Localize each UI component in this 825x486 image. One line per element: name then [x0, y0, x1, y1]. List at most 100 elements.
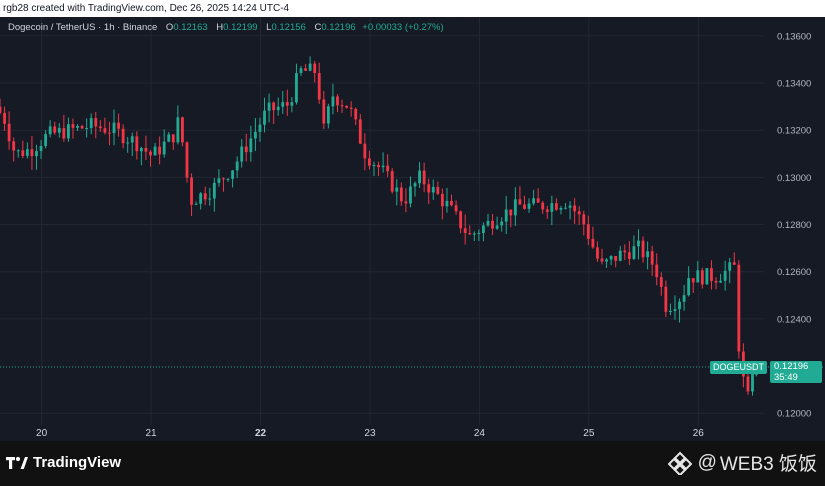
candle-body[interactable] — [723, 270, 727, 281]
candle-body[interactable] — [545, 209, 549, 212]
candle-body[interactable] — [340, 105, 344, 107]
candle-body[interactable] — [44, 134, 48, 147]
candle-body[interactable] — [431, 186, 435, 193]
candle-body[interactable] — [167, 134, 171, 142]
candle-body[interactable] — [203, 193, 207, 200]
candle-body[interactable] — [181, 117, 184, 143]
candle-body[interactable] — [541, 202, 545, 210]
candle-body[interactable] — [591, 238, 595, 248]
candle-body[interactable] — [281, 102, 285, 107]
candle-body[interactable] — [103, 128, 107, 133]
candle-body[interactable] — [263, 110, 266, 125]
candle-body[interactable] — [244, 146, 248, 153]
candle-body[interactable] — [395, 187, 399, 192]
time-axis[interactable]: 20 21 22 23 24 25 26 — [36, 428, 704, 439]
candle-body[interactable] — [336, 96, 339, 106]
candle-body[interactable] — [751, 372, 754, 392]
candle-body[interactable] — [144, 147, 148, 152]
candle-body[interactable] — [290, 102, 294, 106]
candle-body[interactable] — [577, 211, 581, 215]
candle-body[interactable] — [345, 105, 349, 108]
candle-body[interactable] — [700, 270, 704, 285]
candle-body[interactable] — [586, 224, 590, 239]
candle-body[interactable] — [418, 170, 421, 184]
candle-body[interactable] — [326, 106, 330, 124]
candle-body[interactable] — [399, 187, 403, 202]
candle-body[interactable] — [39, 146, 43, 152]
candle-body[interactable] — [349, 107, 353, 109]
candle-body[interactable] — [509, 209, 513, 216]
candle-body[interactable] — [135, 136, 139, 152]
candle-body[interactable] — [409, 186, 412, 204]
candle-body[interactable] — [504, 209, 508, 222]
candle-body[interactable] — [240, 146, 244, 162]
candle-body[interactable] — [413, 183, 417, 187]
candle-body[interactable] — [53, 126, 57, 133]
candle-body[interactable] — [596, 247, 599, 259]
candle-body[interactable] — [98, 126, 102, 129]
candle-body[interactable] — [641, 240, 645, 258]
candle-body[interactable] — [513, 199, 517, 216]
candle-body[interactable] — [171, 134, 175, 143]
candle-body[interactable] — [463, 228, 467, 233]
candle-body[interactable] — [139, 147, 143, 152]
candle-body[interactable] — [322, 99, 326, 124]
candle-body[interactable] — [235, 161, 239, 171]
candle-body[interactable] — [696, 270, 700, 283]
candle-body[interactable] — [710, 268, 713, 281]
candle-body[interactable] — [491, 220, 494, 229]
candle-body[interactable] — [527, 203, 531, 209]
candle-body[interactable] — [732, 262, 736, 265]
candle-body[interactable] — [231, 170, 235, 179]
candle-body[interactable] — [682, 295, 686, 302]
candle-body[interactable] — [85, 128, 89, 130]
price-axis[interactable]: 0.12000 0.12400 0.12600 0.12800 0.13000 0.132… — [777, 31, 811, 419]
candle-body[interactable] — [48, 126, 52, 135]
candle-body[interactable] — [659, 277, 663, 287]
candle-body[interactable] — [746, 376, 750, 392]
candle-body[interactable] — [76, 126, 79, 128]
candle-body[interactable] — [194, 203, 198, 205]
candle-body[interactable] — [518, 199, 522, 205]
candle-body[interactable] — [618, 250, 622, 261]
candle-body[interactable] — [454, 205, 458, 212]
candle-body[interactable] — [495, 225, 499, 229]
candle-body[interactable] — [299, 68, 303, 74]
candle-body[interactable] — [354, 108, 358, 120]
candle-body[interactable] — [678, 301, 681, 310]
candle-body[interactable] — [422, 170, 426, 185]
candle-body[interactable] — [655, 264, 659, 278]
candle-body[interactable] — [377, 164, 380, 168]
candle-body[interactable] — [3, 112, 6, 124]
candle-body[interactable] — [0, 106, 2, 113]
candle-body[interactable] — [35, 151, 38, 157]
candle-body[interactable] — [582, 214, 586, 225]
candle-body[interactable] — [669, 310, 672, 312]
candle-body[interactable] — [149, 151, 152, 156]
candle-body[interactable] — [30, 149, 34, 157]
candle-body[interactable] — [627, 252, 631, 259]
candle-body[interactable] — [176, 117, 180, 143]
candle-body[interactable] — [390, 171, 394, 192]
candle-body[interactable] — [632, 246, 636, 259]
candle-body[interactable] — [568, 205, 572, 208]
price-badge[interactable]: 0.12196 35:49 — [770, 361, 822, 383]
candle-body[interactable] — [212, 182, 216, 199]
candle-body[interactable] — [25, 149, 29, 156]
candle-body[interactable] — [249, 138, 253, 153]
candle-body[interactable] — [222, 178, 225, 180]
candle-body[interactable] — [304, 68, 307, 71]
candle-body[interactable] — [208, 198, 212, 200]
candle-body[interactable] — [486, 220, 490, 226]
candle-body[interactable] — [468, 232, 472, 235]
candle-body[interactable] — [117, 122, 120, 129]
candle-body[interactable] — [564, 207, 567, 209]
candle-body[interactable] — [554, 203, 558, 210]
candle-body[interactable] — [482, 225, 485, 233]
candle-body[interactable] — [217, 178, 221, 183]
candle-body[interactable] — [500, 221, 504, 226]
candle-body[interactable] — [308, 63, 312, 71]
candle-body[interactable] — [436, 186, 440, 194]
candle-body[interactable] — [550, 203, 554, 212]
candle-body[interactable] — [185, 142, 189, 178]
